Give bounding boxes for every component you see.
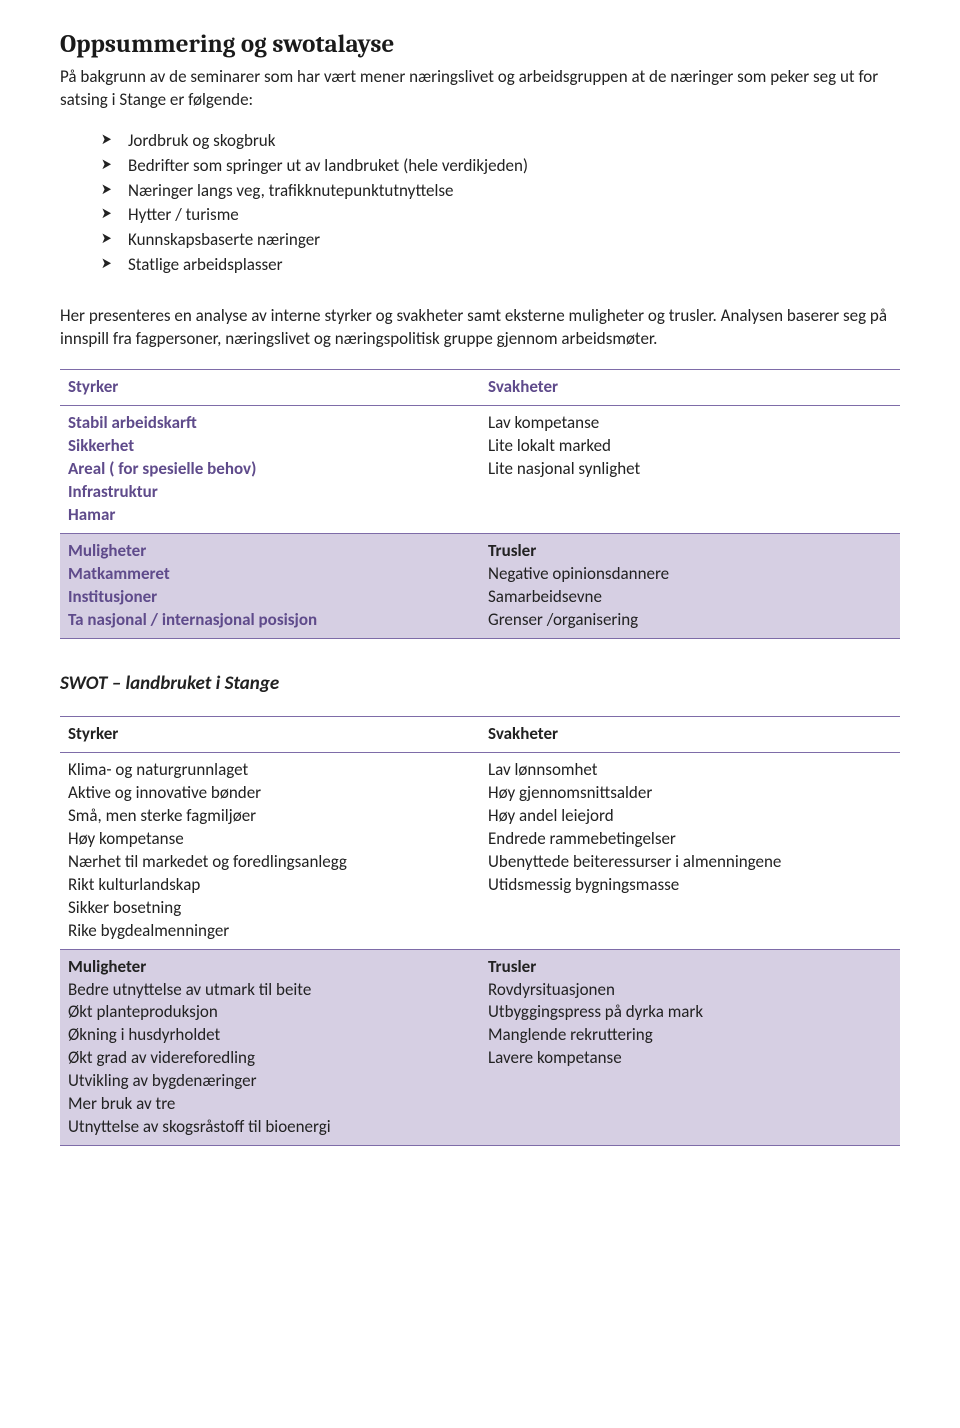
item-label: Areal ( for spesielle behov) (68, 458, 472, 481)
item-text: Lavere kompetanse (488, 1047, 892, 1070)
list-item: Kunnskapsbaserte næringer (100, 229, 900, 252)
item-text: Sikker bosetning (68, 897, 472, 920)
cell-trusler: Trusler Rovdyrsituasjonen Utbyggingspres… (480, 949, 900, 1146)
list-item: Bedrifter som springer ut av landbruket … (100, 155, 900, 178)
item-text: Rovdyrsituasjonen (488, 979, 892, 1002)
cell-svakheter: Lav lønnsomhet Høy gjennomsnittsalder Hø… (480, 753, 900, 950)
list-item: Statlige arbeidsplasser (100, 254, 900, 277)
list-item: Hytter / turisme (100, 204, 900, 227)
cell-muligheter: Muligheter Bedre utnyttelse av utmark ti… (60, 949, 480, 1146)
cell-svakheter: Lav kompetanse Lite lokalt marked Lite n… (480, 406, 900, 534)
bullet-list: Jordbruk og skogbruk Bedrifter som sprin… (100, 130, 900, 278)
item-text: Økning i husdyrholdet (68, 1024, 472, 1047)
item-text: Grenser /organisering (488, 609, 892, 632)
table-row: Muligheter Matkammeret Institusjoner Ta … (60, 533, 900, 638)
item-text: Høy andel leiejord (488, 805, 892, 828)
item-label: Infrastruktur (68, 481, 472, 504)
header-svakheter: Svakheter (480, 370, 900, 406)
item-text: Lite nasjonal synlighet (488, 458, 892, 481)
page-title: Oppsummering og swotalayse (60, 28, 900, 62)
intro-paragraph: På bakgrunn av de seminarer som har vært… (60, 66, 900, 112)
cell-muligheter: Muligheter Matkammeret Institusjoner Ta … (60, 533, 480, 638)
cell-trusler: Trusler Negative opinionsdannere Samarbe… (480, 533, 900, 638)
header-label: Svakheter (488, 376, 892, 399)
item-text: Høy kompetanse (68, 828, 472, 851)
item-label: Sikkerhet (68, 435, 472, 458)
item-text: Samarbeidsevne (488, 586, 892, 609)
table-header-row: Styrker Svakheter (60, 370, 900, 406)
item-text: Negative opinionsdannere (488, 563, 892, 586)
item-text: Økt grad av videreforedling (68, 1047, 472, 1070)
header-label: Muligheter (68, 540, 472, 563)
header-label: Styrker (68, 376, 472, 399)
table-header-row: Styrker Svakheter (60, 717, 900, 753)
header-label: Trusler (488, 540, 892, 563)
header-svakheter: Svakheter (480, 717, 900, 753)
item-text: Mer bruk av tre (68, 1093, 472, 1116)
item-label: Stabil arbeidskarft (68, 412, 472, 435)
table-row: Stabil arbeidskarft Sikkerhet Areal ( fo… (60, 406, 900, 534)
item-text: Små, men sterke fagmiljøer (68, 805, 472, 828)
item-text: Manglende rekruttering (488, 1024, 892, 1047)
item-text: Lite lokalt marked (488, 435, 892, 458)
item-text: Lav lønnsomhet (488, 759, 892, 782)
item-text: Utbyggingspress på dyrka mark (488, 1001, 892, 1024)
item-label: Hamar (68, 504, 472, 527)
item-text: Utnyttelse av skogsråstoff til bioenergi (68, 1116, 472, 1139)
header-styrker: Styrker (60, 717, 480, 753)
table-row: Klima- og naturgrunnlaget Aktive og inno… (60, 753, 900, 950)
item-text: Økt planteproduksjon (68, 1001, 472, 1024)
item-text: Rike bygdealmenninger (68, 920, 472, 943)
item-text: Aktive og innovative bønder (68, 782, 472, 805)
swot-subheading: SWOT – landbruket i Stange (60, 671, 900, 697)
swot-table-landbruket: Styrker Svakheter Klima- og naturgrunnla… (60, 716, 900, 1146)
item-label: Institusjoner (68, 586, 472, 609)
table-row: Muligheter Bedre utnyttelse av utmark ti… (60, 949, 900, 1146)
item-text: Høy gjennomsnittsalder (488, 782, 892, 805)
swot-table-general: Styrker Svakheter Stabil arbeidskarft Si… (60, 369, 900, 638)
item-text: Nærhet til markedet og foredlingsanlegg (68, 851, 472, 874)
item-text: Rikt kulturlandskap (68, 874, 472, 897)
cell-styrker: Stabil arbeidskarft Sikkerhet Areal ( fo… (60, 406, 480, 534)
item-text: Ubenyttede beiteressurser i almenningene (488, 851, 892, 874)
header-styrker: Styrker (60, 370, 480, 406)
header-label: Styrker (68, 723, 472, 746)
item-text: Lav kompetanse (488, 412, 892, 435)
list-item: Jordbruk og skogbruk (100, 130, 900, 153)
header-label: Trusler (488, 956, 892, 979)
header-label: Muligheter (68, 956, 472, 979)
cell-styrker: Klima- og naturgrunnlaget Aktive og inno… (60, 753, 480, 950)
header-label: Svakheter (488, 723, 892, 746)
item-text: Bedre utnyttelse av utmark til beite (68, 979, 472, 1002)
item-label: Ta nasjonal / internasjonal posisjon (68, 609, 472, 632)
list-item: Næringer langs veg, trafikknutepunktutny… (100, 180, 900, 203)
item-text: Endrede rammebetingelser (488, 828, 892, 851)
item-text: Utidsmessig bygningsmasse (488, 874, 892, 897)
item-text: Klima- og naturgrunnlaget (68, 759, 472, 782)
analysis-paragraph: Her presenteres en analyse av interne st… (60, 305, 900, 351)
item-text: Utvikling av bygdenæringer (68, 1070, 472, 1093)
item-label: Matkammeret (68, 563, 472, 586)
